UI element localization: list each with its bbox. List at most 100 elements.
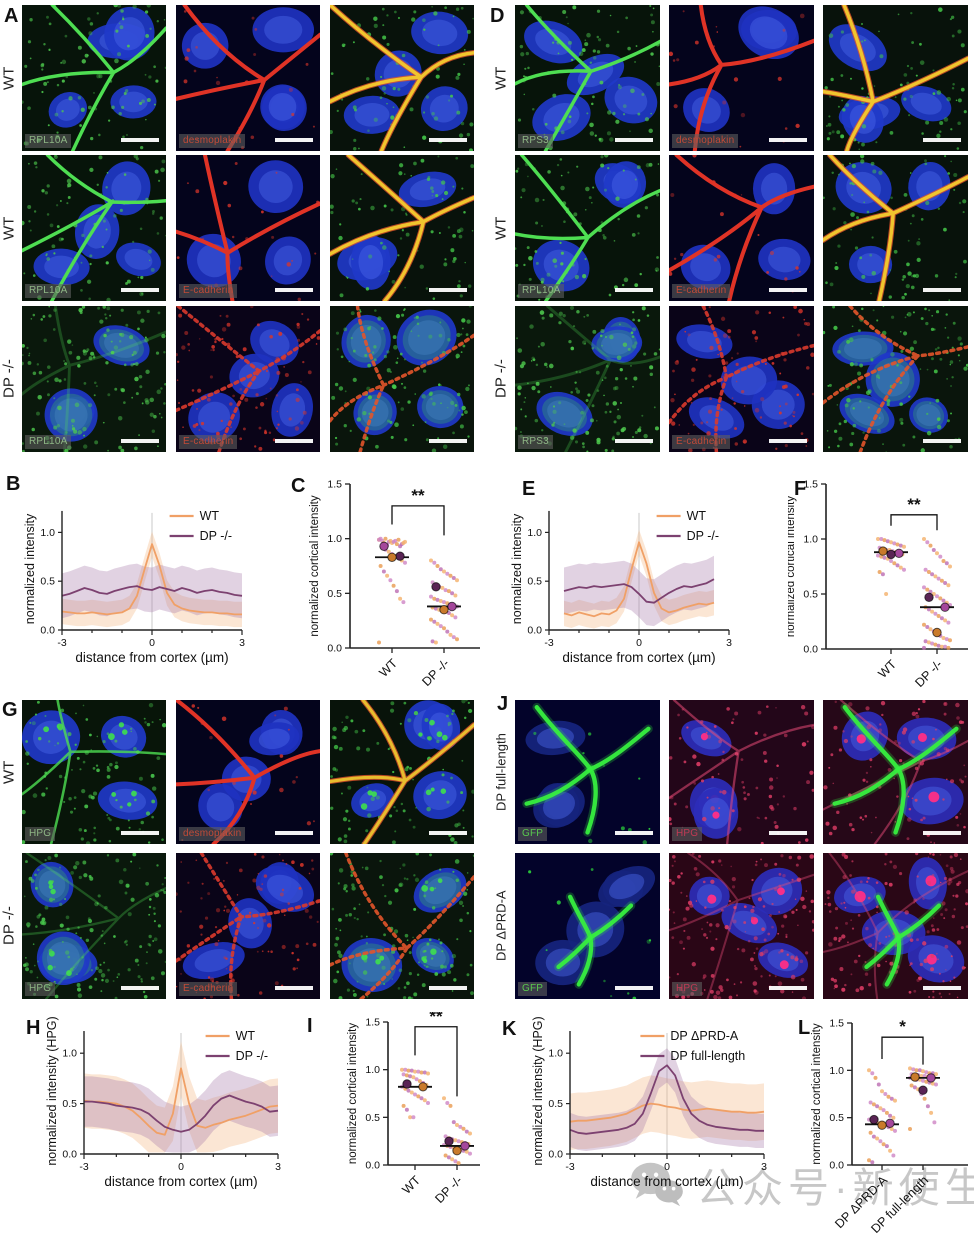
scale-bar bbox=[121, 288, 159, 292]
y-axis-label: normalized intensity (HPG) bbox=[45, 1016, 59, 1165]
scale-bar bbox=[769, 138, 807, 142]
x-tick-label: -3 bbox=[565, 1161, 574, 1173]
scale-bar bbox=[615, 439, 653, 443]
legend-label: DP full-length bbox=[670, 1049, 745, 1063]
micrograph-D-r2-c3 bbox=[823, 155, 968, 301]
x-axis-label: distance from cortex (µm) bbox=[562, 650, 715, 665]
panel-letter-C: C bbox=[291, 475, 306, 497]
scale-bar bbox=[769, 288, 807, 292]
y-tick-label: 1.0 bbox=[62, 1048, 77, 1060]
scale-bar bbox=[275, 986, 313, 990]
x-tick-label: 0 bbox=[149, 637, 155, 649]
y-tick-label: 0.0 bbox=[365, 1160, 380, 1172]
y-axis-label: normalized intensity (HPG) bbox=[531, 1016, 545, 1165]
scale-bar bbox=[769, 439, 807, 443]
y-tick-label: 0.0 bbox=[829, 1160, 844, 1172]
micrograph-A-r1-c3 bbox=[330, 5, 474, 151]
channel-label: E-cadherin bbox=[179, 435, 238, 449]
x-tick-label: -3 bbox=[57, 637, 66, 649]
y-axis-label: normalized cortical intensity bbox=[347, 1023, 359, 1165]
panel-letter-G: G bbox=[2, 699, 18, 721]
scale-bar bbox=[121, 986, 159, 990]
x-axis-label: distance from cortex (µm) bbox=[590, 1174, 743, 1189]
y-tick-label: 0.0 bbox=[40, 625, 55, 637]
micrograph-D-r2-c1: RPL10A bbox=[515, 155, 660, 301]
x-tick-label: 3 bbox=[761, 1161, 767, 1173]
y-tick-label: 0.0 bbox=[527, 625, 542, 637]
significance-label: ** bbox=[907, 495, 921, 514]
scale-bar bbox=[429, 288, 467, 292]
panel-letter-D: D bbox=[490, 5, 505, 27]
y-tick-label: 0.5 bbox=[548, 1098, 563, 1110]
channel-label: HPG bbox=[25, 982, 56, 996]
x-axis-label: distance from cortex (µm) bbox=[104, 1174, 257, 1189]
x-category-label: DP -/- bbox=[419, 656, 452, 689]
scale-bar bbox=[275, 439, 313, 443]
micrograph-D-r3-c2: E-cadherin bbox=[669, 306, 814, 452]
x-tick-label: 0 bbox=[664, 1161, 670, 1173]
significance-label: ** bbox=[429, 1012, 443, 1026]
significance-label: * bbox=[899, 1017, 906, 1036]
y-tick-label: 0.0 bbox=[803, 644, 818, 656]
channel-label: E-cadherin bbox=[672, 435, 731, 449]
chart-E-line-plot: 0.0 0.5 1.0 -3 0 3 distance from cortex (µm) no… bbox=[507, 476, 787, 672]
y-tick-label: 0.5 bbox=[829, 1112, 844, 1124]
micrograph-A-r3-c2: E-cadherin bbox=[176, 306, 320, 452]
y-tick-label: 1.0 bbox=[548, 1048, 563, 1060]
micrograph-A-r2-c3 bbox=[330, 155, 474, 301]
y-tick-label: 0.5 bbox=[803, 589, 818, 601]
panel-letter-J: J bbox=[497, 693, 509, 715]
chart-F-scatter-plot: 0.0 0.5 1.0 1.5 WT DP -/- ** normalized cortica… bbox=[785, 472, 974, 690]
y-tick-label: 1.5 bbox=[829, 1018, 844, 1030]
scale-bar bbox=[275, 288, 313, 292]
y-tick-label: 0.5 bbox=[527, 576, 542, 588]
x-tick-label: 3 bbox=[726, 637, 732, 649]
channel-label: desmoplakin bbox=[672, 134, 739, 148]
chart-E-svg: 0.0 0.5 1.0 -3 0 3 distance from cortex (µm) no… bbox=[510, 509, 732, 665]
y-tick-label: 0.5 bbox=[365, 1112, 380, 1124]
scale-bar bbox=[615, 138, 653, 142]
micrograph-G-r2-c1: HPG bbox=[22, 853, 166, 999]
scale-bar bbox=[923, 831, 961, 835]
scale-bar bbox=[923, 138, 961, 142]
channel-label: desmoplakin bbox=[179, 827, 246, 841]
panel-J-row-2-label: DP ΔPRD-A bbox=[493, 890, 509, 962]
significance-label: ** bbox=[411, 486, 425, 505]
scale-bar bbox=[769, 986, 807, 990]
y-axis-label: normalized intensity bbox=[510, 513, 524, 624]
micrograph-G-r1-c1: HPG bbox=[22, 700, 166, 844]
micrograph-J-r1-c3 bbox=[823, 700, 968, 844]
scale-bar bbox=[923, 986, 961, 990]
micrograph-A-r3-c1: RPL10A bbox=[22, 306, 166, 452]
x-category-label: DP -/- bbox=[912, 657, 945, 690]
micrograph-D-r1-c1: RPS3 bbox=[515, 5, 660, 151]
y-tick-label: 1.5 bbox=[803, 479, 818, 491]
channel-label: E-cadherin bbox=[179, 982, 238, 996]
chart-C-scatter-plot: 0.0 0.5 1.0 1.5 WT DP -/- ** normalized cortica… bbox=[298, 472, 485, 690]
scale-bar bbox=[429, 986, 467, 990]
panel-G-row-1-label: WT bbox=[0, 760, 18, 784]
panel-A-row-2-label: WT bbox=[0, 216, 18, 240]
panel-letter-F: F bbox=[794, 478, 807, 500]
legend-label: DP -/- bbox=[200, 529, 232, 543]
x-tick-label: -3 bbox=[79, 1161, 88, 1173]
chart-K-line-plot: 0.0 0.5 1.0 -3 0 3 distance from cortex (µm) no… bbox=[524, 1012, 809, 1208]
chart-B-line-plot: 0.0 0.5 1.0 -3 0 3 distance from cortex (µm) no… bbox=[20, 476, 300, 672]
panel-letter-B: B bbox=[6, 473, 21, 495]
micrograph-A-r1-c2: desmoplakin bbox=[176, 5, 320, 151]
panel-letter-E: E bbox=[522, 478, 536, 500]
y-tick-label: 0.0 bbox=[62, 1149, 77, 1161]
panel-letter-I: I bbox=[307, 1015, 313, 1037]
micrograph-D-r1-c2: desmoplakin bbox=[669, 5, 814, 151]
micrograph-J-r1-c2: HPG bbox=[669, 700, 814, 844]
chart-C-svg: 0.0 0.5 1.0 1.5 WT DP -/- ** normalized cortica… bbox=[309, 479, 480, 689]
channel-label: HPG bbox=[672, 827, 703, 841]
micrograph-G-r1-c3 bbox=[330, 700, 474, 844]
channel-label: GFP bbox=[518, 982, 548, 996]
scale-bar bbox=[615, 986, 653, 990]
micrograph-G-r1-c2: desmoplakin bbox=[176, 700, 320, 844]
channel-label: desmoplakin bbox=[179, 134, 246, 148]
y-tick-label: 0.5 bbox=[327, 588, 342, 600]
panel-G-row-2-label: DP -/- bbox=[0, 906, 18, 946]
